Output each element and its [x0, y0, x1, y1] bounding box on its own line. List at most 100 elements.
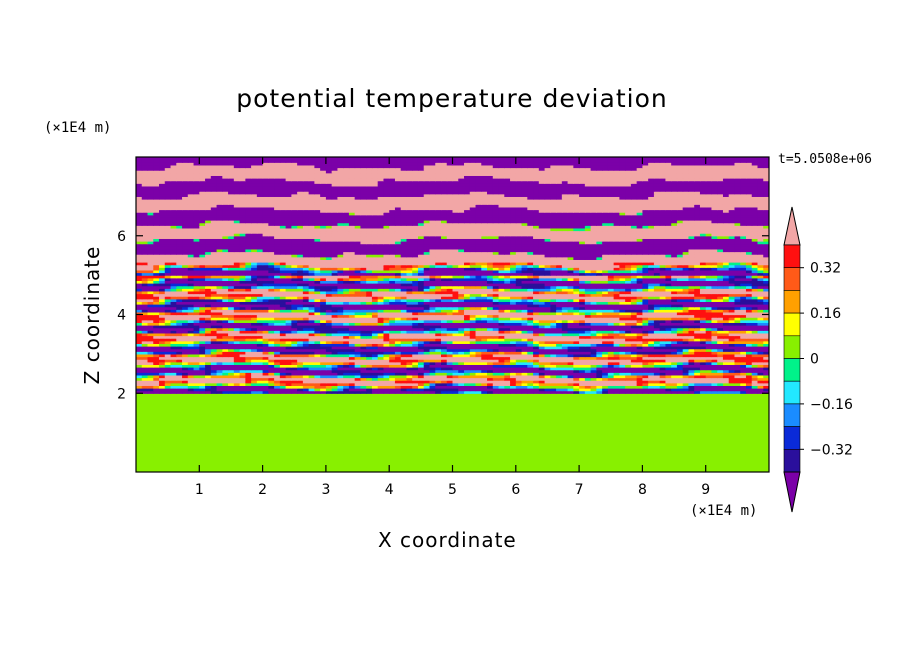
- field-cell: [521, 390, 528, 394]
- field-cell: [435, 443, 442, 447]
- field-cell: [268, 388, 275, 392]
- field-cell: [302, 437, 310, 442]
- field-cell: [567, 409, 574, 413]
- field-cell: [400, 448, 408, 452]
- field-cell: [199, 390, 206, 394]
- field-cell: [682, 435, 690, 439]
- field-cell: [469, 456, 477, 460]
- field-cell: [711, 406, 718, 410]
- field-cell: [141, 461, 149, 465]
- field-cell: [417, 388, 425, 392]
- field-cell: [279, 414, 287, 418]
- field-cell: [400, 424, 408, 428]
- field-cell: [625, 464, 632, 468]
- field-cell: [619, 382, 626, 386]
- field-cell: [291, 385, 298, 389]
- field-cell: [584, 369, 592, 373]
- field-cell: [607, 356, 615, 360]
- field-cell: [331, 424, 338, 428]
- field-cell: [740, 388, 747, 392]
- field-cell: [579, 464, 586, 468]
- field-cell: [251, 416, 258, 421]
- field-cell: [440, 380, 448, 384]
- field-cell: [590, 443, 597, 447]
- field-cell: [354, 461, 362, 465]
- field-cell: [153, 406, 160, 410]
- field-cell: [561, 388, 569, 392]
- field-cell: [498, 372, 505, 376]
- field-cell: [682, 385, 690, 389]
- field-cell: [446, 451, 454, 455]
- field-cell: [141, 390, 149, 394]
- field-cell: [607, 461, 615, 465]
- field-cell: [291, 395, 298, 400]
- field-cell: [510, 437, 517, 442]
- field-cell: [653, 390, 661, 394]
- field-cell: [245, 401, 252, 405]
- field-cell: [136, 424, 143, 428]
- field-cell: [596, 424, 603, 428]
- field-cell: [377, 424, 385, 428]
- field-cell: [487, 393, 494, 397]
- field-cell: [510, 445, 517, 449]
- field-cell: [492, 377, 500, 381]
- field-cell: [417, 372, 425, 376]
- field-cell: [452, 422, 459, 426]
- field-cell: [659, 461, 667, 465]
- field-cell: [533, 395, 540, 400]
- field-cell: [452, 398, 459, 402]
- field-cell: [734, 406, 741, 410]
- field-cell: [556, 464, 563, 468]
- field-cell: [694, 437, 701, 442]
- field-cell: [147, 435, 154, 439]
- field-cell: [475, 466, 482, 470]
- field-cell: [515, 388, 523, 392]
- field-cell: [452, 451, 459, 455]
- field-cell: [475, 427, 482, 431]
- field-cell: [653, 380, 661, 384]
- field-cell: [314, 427, 321, 431]
- field-cell: [469, 361, 477, 365]
- field-cell: [187, 398, 195, 402]
- field-cell: [550, 461, 557, 465]
- field-cell: [164, 419, 172, 423]
- field-cell: [279, 351, 287, 355]
- field-cell: [325, 401, 333, 405]
- field-cell: [567, 406, 574, 410]
- field-cell: [199, 356, 206, 360]
- field-cell: [274, 377, 281, 381]
- field-cell: [590, 469, 597, 472]
- field-cell: [314, 430, 321, 434]
- field-cell: [216, 382, 223, 386]
- field-cell: [417, 451, 425, 455]
- field-cell: [728, 451, 736, 455]
- field-cell: [763, 374, 769, 379]
- field-cell: [682, 401, 690, 405]
- field-cell: [343, 448, 350, 452]
- field-cell: [556, 395, 563, 400]
- field-cell: [671, 456, 678, 460]
- field-cell: [314, 469, 321, 472]
- field-cell: [268, 353, 275, 358]
- field-cell: [308, 367, 315, 371]
- field-cell: [510, 382, 517, 386]
- field-cell: [452, 448, 459, 452]
- field-cell: [262, 427, 269, 431]
- field-cell: [268, 403, 275, 407]
- field-cell: [182, 427, 189, 431]
- field-cell: [757, 437, 764, 442]
- field-cell: [688, 437, 695, 442]
- field-cell: [481, 427, 488, 431]
- field-cell: [268, 430, 275, 434]
- field-cell: [440, 469, 448, 472]
- field-cell: [291, 427, 298, 431]
- field-cell: [573, 367, 580, 371]
- field-cell: [164, 390, 172, 394]
- field-cell: [136, 403, 143, 407]
- field-cell: [222, 469, 229, 472]
- field-cell: [745, 419, 753, 423]
- field-cell: [268, 356, 275, 360]
- field-cell: [245, 451, 252, 455]
- field-cell: [602, 416, 609, 421]
- field-cell: [717, 353, 724, 358]
